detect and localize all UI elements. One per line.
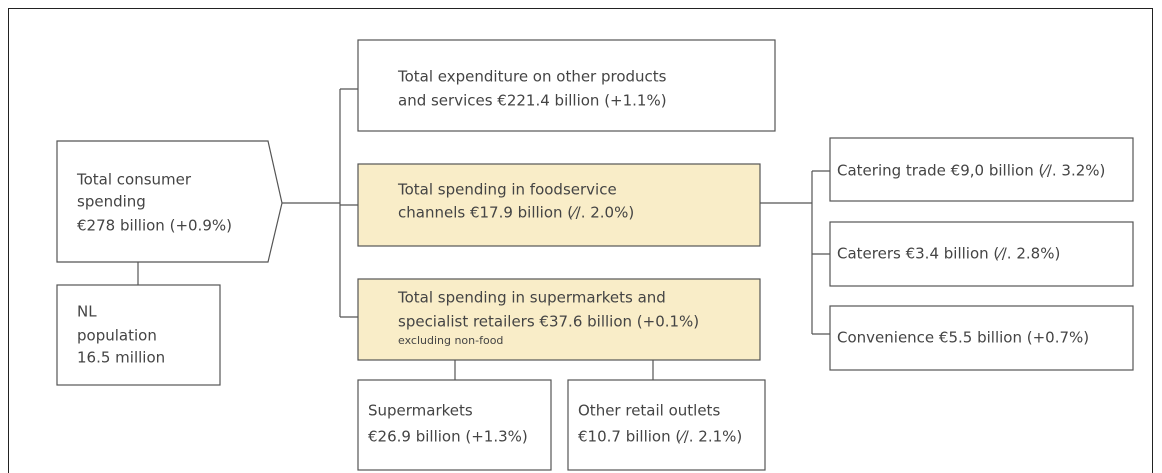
node-text: Total spending in supermarkets and bbox=[397, 289, 666, 307]
node-text: spending bbox=[77, 193, 146, 211]
node-text: Total consumer bbox=[76, 171, 192, 189]
node-box bbox=[56, 140, 283, 263]
node-box bbox=[829, 221, 1134, 287]
node-box bbox=[357, 39, 776, 132]
node-text: Catering trade €9,0 billion (⁄/. 3.2%) bbox=[837, 162, 1105, 180]
node-text: NL bbox=[77, 303, 97, 321]
node-text: €278 billion (+0.9%) bbox=[77, 217, 232, 235]
node-text: Total spending in foodservice bbox=[397, 181, 617, 199]
node-text: Supermarkets bbox=[368, 402, 473, 420]
node-box bbox=[56, 284, 221, 386]
node-note: excluding non-food bbox=[398, 334, 503, 347]
node-text: Total expenditure on other products bbox=[397, 68, 667, 86]
node-text: Other retail outlets bbox=[578, 402, 720, 420]
node-text: 16.5 million bbox=[77, 349, 165, 367]
node-text: population bbox=[77, 327, 157, 345]
node-box bbox=[357, 379, 552, 471]
node-text: specialist retailers €37.6 billion (+0.1… bbox=[398, 313, 699, 331]
node-text: and services €221.4 billion (+1.1%) bbox=[398, 92, 667, 110]
frame bbox=[8, 8, 1153, 473]
node-box bbox=[829, 137, 1134, 202]
connectors bbox=[137, 88, 830, 380]
node-box bbox=[567, 379, 766, 471]
node-box bbox=[357, 163, 761, 247]
node-text: €10.7 billion (⁄/. 2.1%) bbox=[578, 428, 742, 446]
node-box bbox=[829, 305, 1134, 371]
node-text: Caterers €3.4 billion (⁄/. 2.8%) bbox=[837, 245, 1060, 263]
node-text: €26.9 billion (+1.3%) bbox=[368, 428, 528, 446]
node-text: Convenience €5.5 billion (+0.7%) bbox=[837, 329, 1089, 347]
node-box bbox=[357, 278, 761, 361]
node-text: channels €17.9 billion (⁄/. 2.0%) bbox=[398, 204, 634, 222]
